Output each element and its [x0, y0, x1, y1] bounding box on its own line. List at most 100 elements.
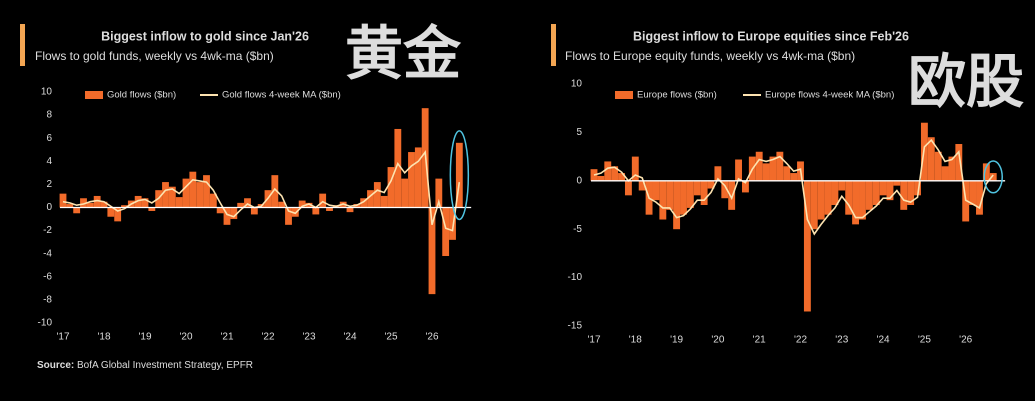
bar	[435, 178, 443, 208]
y-tick-label: -6	[43, 271, 52, 282]
bar	[879, 180, 887, 196]
y-tick-label: -15	[568, 321, 583, 332]
bar	[278, 201, 286, 208]
bar	[969, 180, 977, 205]
bar	[203, 175, 210, 208]
bar	[319, 193, 327, 208]
bar	[380, 195, 388, 208]
highlight-ellipse	[449, 130, 470, 221]
x-tick-label: '18	[97, 332, 110, 343]
bar	[783, 166, 791, 181]
x-tick-label: '17	[56, 332, 69, 343]
bar	[948, 156, 956, 181]
bar	[900, 180, 908, 210]
y-tick-label: 10	[41, 87, 53, 98]
bar	[401, 178, 409, 208]
bar	[449, 207, 456, 240]
bar	[285, 207, 292, 225]
bar	[755, 151, 763, 181]
x-tick-label: '21	[753, 335, 766, 346]
accent-bar	[20, 24, 25, 66]
bar	[455, 142, 463, 208]
bar	[414, 147, 422, 208]
y-tick-label: 5	[576, 127, 582, 138]
bar	[872, 180, 880, 205]
bar	[223, 207, 231, 225]
bar	[618, 173, 625, 181]
bar	[216, 207, 224, 214]
y-tick-label: 0	[46, 202, 52, 213]
bar	[604, 161, 612, 181]
legend-label: Europe flows ($bn)	[637, 90, 717, 101]
bar	[721, 180, 729, 199]
bar	[59, 193, 67, 208]
bar	[700, 180, 708, 205]
bar	[810, 180, 818, 230]
bar	[652, 180, 660, 201]
bar	[141, 198, 149, 208]
bar	[611, 166, 619, 181]
chart-title: Biggest inflow to Europe equities since …	[633, 29, 909, 43]
bar	[927, 137, 935, 181]
bar	[941, 166, 949, 181]
bar	[631, 156, 639, 181]
bar	[93, 195, 101, 208]
bar	[107, 207, 115, 217]
bar	[934, 151, 942, 181]
bar	[428, 207, 436, 295]
y-tick-label: -2	[43, 225, 52, 236]
bar	[66, 204, 74, 208]
bar	[769, 156, 777, 181]
bar	[831, 180, 839, 205]
bar	[914, 180, 921, 196]
ma-line	[62, 149, 461, 232]
bar	[686, 180, 694, 208]
highlight-ellipse	[983, 160, 1003, 194]
bar	[962, 180, 970, 222]
bar	[735, 159, 742, 181]
x-tick-label: '25	[918, 335, 931, 346]
legend-swatch	[615, 91, 633, 99]
bar	[209, 193, 217, 208]
y-tick-label: 4	[46, 156, 52, 167]
bar	[73, 207, 81, 214]
bar	[638, 180, 646, 191]
bar	[291, 207, 299, 217]
x-tick-label: '22	[794, 335, 807, 346]
bar	[728, 180, 736, 210]
bar	[817, 180, 825, 220]
bar	[680, 180, 687, 215]
legend-label: Gold flows 4-week MA ($bn)	[222, 90, 341, 101]
bar	[624, 180, 632, 196]
bar	[976, 180, 983, 215]
bar	[360, 198, 368, 208]
x-tick-label: '17	[587, 335, 600, 346]
y-tick-label: 0	[576, 175, 582, 186]
bar	[790, 173, 798, 181]
legend-label: Gold flows ($bn)	[107, 90, 176, 101]
overlay-label: 黄金	[345, 21, 462, 86]
legend-label: Europe flows 4-week MA ($bn)	[765, 90, 894, 101]
source-text: BofA Global Investment Strategy, EPFR	[77, 360, 253, 371]
bar	[373, 182, 381, 208]
bar	[442, 207, 450, 257]
y-tick-label: -8	[43, 295, 52, 306]
x-tick-label: '19	[670, 335, 683, 346]
y-tick-label: 10	[571, 79, 583, 90]
bar	[312, 207, 320, 215]
bar	[196, 182, 204, 208]
bar	[326, 207, 333, 211]
bar	[852, 180, 860, 225]
bar	[803, 180, 811, 312]
y-tick-label: 6	[46, 133, 52, 144]
bar	[666, 180, 674, 210]
bar	[100, 201, 108, 208]
bar	[714, 166, 722, 181]
bar	[707, 180, 715, 189]
bar	[982, 163, 990, 181]
y-tick-label: -10	[568, 272, 583, 283]
bar	[168, 186, 176, 208]
bar	[838, 180, 846, 191]
bar	[859, 180, 866, 220]
